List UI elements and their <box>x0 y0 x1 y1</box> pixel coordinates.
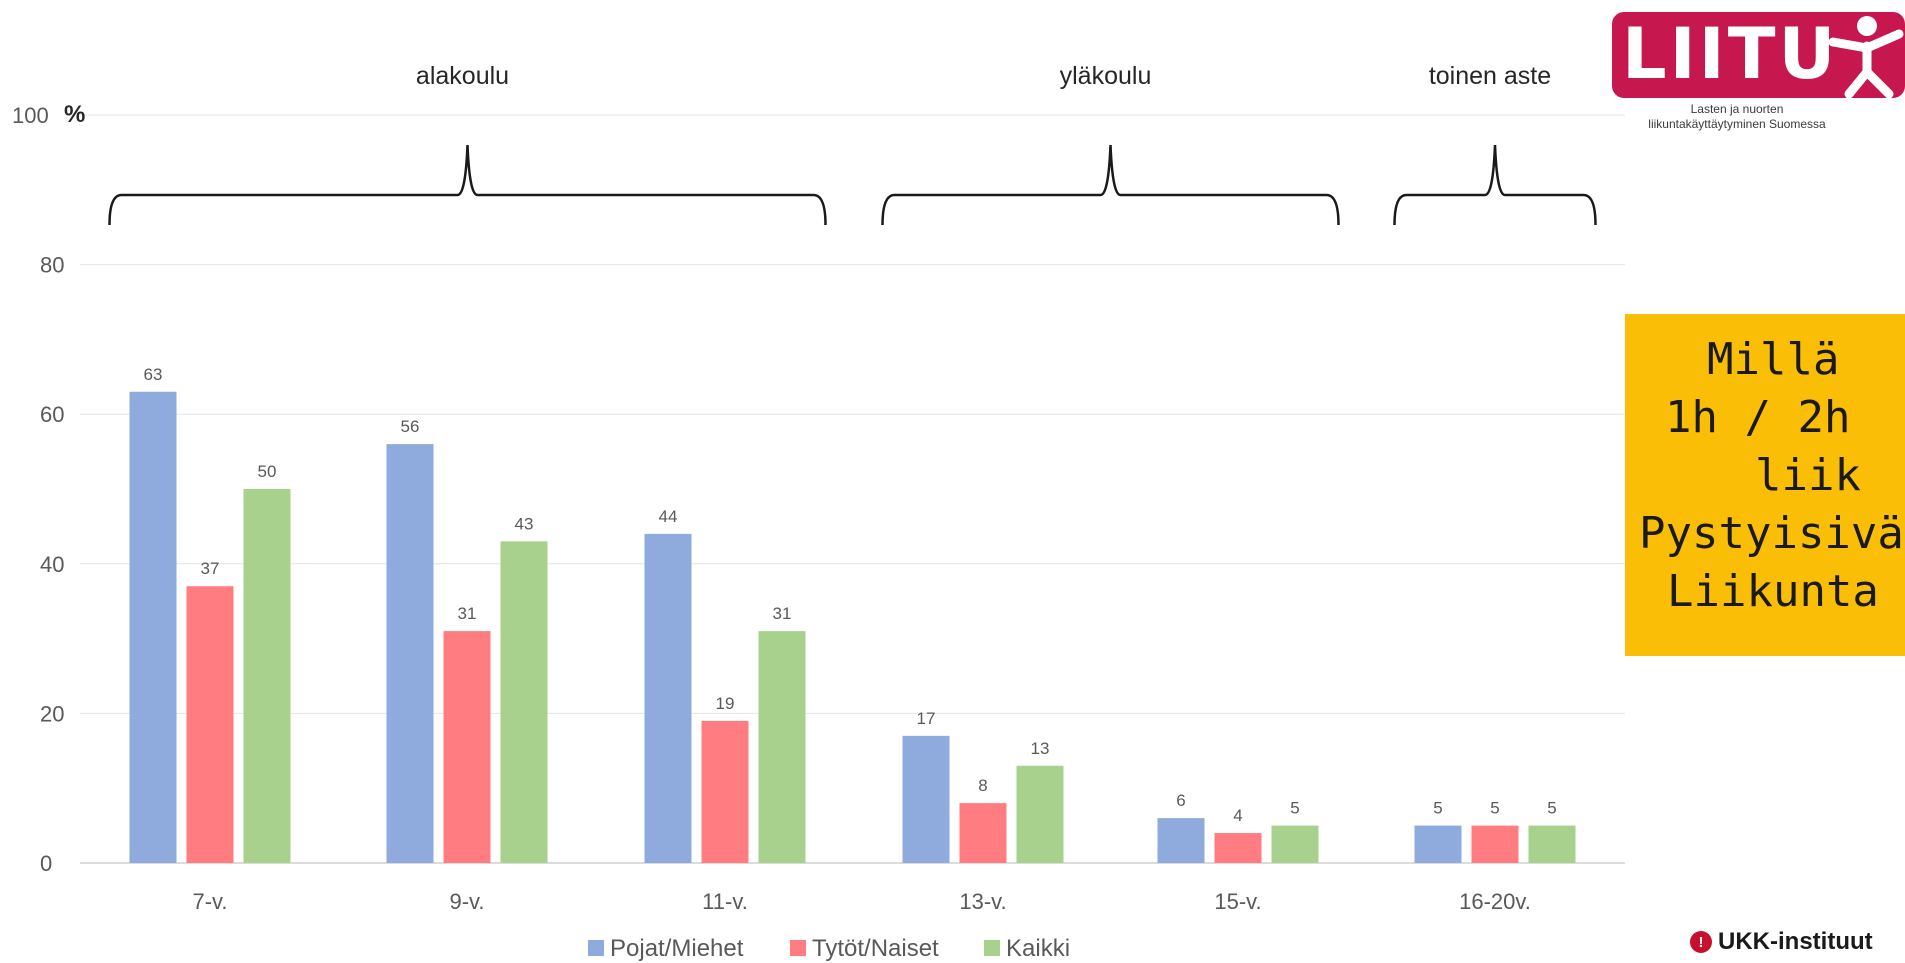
bars <box>129 391 1576 863</box>
bar <box>129 391 177 863</box>
data-label: 8 <box>978 776 987 795</box>
data-label: 13 <box>1031 739 1050 758</box>
x-tick-label: 11-v. <box>702 889 748 914</box>
data-label: 5 <box>1547 799 1556 818</box>
bar <box>443 631 491 863</box>
y-tick-label: 20 <box>40 701 64 726</box>
liitu-subtitle-line-2: liikuntakäyttäytyminen Suomessa <box>1648 117 1826 131</box>
y-tick-label: 0 <box>40 851 52 876</box>
legend-label: Kaikki <box>1006 935 1070 962</box>
data-label: 6 <box>1176 791 1185 810</box>
side-box-line-4: Pystyisivä <box>1639 508 1904 559</box>
group-bracket <box>881 144 1340 226</box>
data-label: 43 <box>515 514 534 533</box>
x-tick-label: 16-20v. <box>1459 889 1531 914</box>
legend-label: Pojat/Miehet <box>610 935 744 962</box>
data-label: 31 <box>773 604 792 623</box>
data-label: 5 <box>1490 799 1499 818</box>
bar <box>1271 825 1319 863</box>
data-label: 56 <box>401 417 420 436</box>
data-label: 50 <box>258 462 277 481</box>
bar <box>500 541 548 863</box>
data-label: 4 <box>1233 806 1242 825</box>
x-tick-label: 7-v. <box>192 889 227 914</box>
liitu-subtitle-line-1: Lasten ja nuorten <box>1690 102 1784 116</box>
bar <box>1157 818 1205 863</box>
data-label: 31 <box>458 604 477 623</box>
side-box-line-2: 1h / 2h <box>1665 392 1851 443</box>
group-label: toinen aste <box>1429 62 1551 90</box>
bar <box>186 586 234 863</box>
y-tick-label: 80 <box>40 253 64 278</box>
ukk-logo-text: UKK-instituut <box>1718 928 1873 955</box>
legend-swatch <box>984 940 1000 956</box>
group-bracket <box>1393 144 1597 226</box>
data-label: 5 <box>1290 799 1299 818</box>
x-tick-label: 9-v. <box>449 889 484 914</box>
y-tick-label: 100 <box>12 103 49 128</box>
group-brackets: alakoulu yläkoulu toinen aste <box>108 62 1597 226</box>
running-figure-icon <box>1828 16 1904 98</box>
x-tick-label: 15-v. <box>1214 889 1261 914</box>
y-axis-ticks: 0 20 40 60 80 100 <box>12 103 64 876</box>
group-bracket <box>108 144 827 226</box>
bar <box>758 631 806 863</box>
side-box-line-1: Millä <box>1707 334 1840 385</box>
data-label: 63 <box>144 365 163 384</box>
legend: Pojat/Miehet Tytöt/Naiset Kaikki <box>588 935 1070 962</box>
data-label: 37 <box>201 559 220 578</box>
y-axis-unit: % <box>64 101 85 128</box>
group-label: alakoulu <box>416 62 509 90</box>
liitu-logo-word: LIITU <box>1622 13 1839 95</box>
side-box-line-5: Liikunta <box>1667 566 1879 617</box>
bar <box>1016 765 1064 863</box>
legend-swatch <box>790 940 806 956</box>
bar <box>959 803 1007 863</box>
bar <box>644 533 692 863</box>
bar <box>386 444 434 863</box>
side-info-box: Millä 1h / 2h liik Pystyisivä Liikunta <box>1625 314 1905 656</box>
data-label: 5 <box>1433 799 1442 818</box>
ukk-mark-icon: ! <box>1690 931 1712 953</box>
y-tick-label: 60 <box>40 402 64 427</box>
bar <box>1214 833 1262 863</box>
y-tick-label: 40 <box>40 552 64 577</box>
data-label: 17 <box>917 709 936 728</box>
x-tick-label: 13-v. <box>959 889 1006 914</box>
gridlines <box>80 114 1625 864</box>
bar <box>701 720 749 863</box>
bar <box>1528 825 1576 863</box>
bar <box>243 489 291 863</box>
bar <box>902 735 950 863</box>
side-box-line-3: liik <box>1755 450 1861 501</box>
liitu-logo-subtitle: Lasten ja nuorten liikuntakäyttäytyminen… <box>1612 102 1862 132</box>
legend-label: Tytöt/Naiset <box>812 935 939 962</box>
liitu-logo: LIITU Lasten ja nuorten liikuntakäyttäyt… <box>1612 12 1905 137</box>
liitu-logo-box: LIITU <box>1612 12 1905 98</box>
data-label: 19 <box>716 694 735 713</box>
group-label: yläkoulu <box>1060 62 1152 90</box>
bar <box>1414 825 1462 863</box>
data-label: 44 <box>659 507 678 526</box>
data-labels: 63 37 50 56 31 43 44 19 31 17 8 13 6 4 5 5 5 5 <box>144 365 1557 825</box>
legend-swatch <box>588 940 604 956</box>
x-axis-labels: 7-v. 9-v. 11-v. 13-v. 15-v. 16-20v. <box>192 889 1530 914</box>
ukk-institute-logo: ! UKK-instituut <box>1690 924 1873 960</box>
bar <box>1471 825 1519 863</box>
